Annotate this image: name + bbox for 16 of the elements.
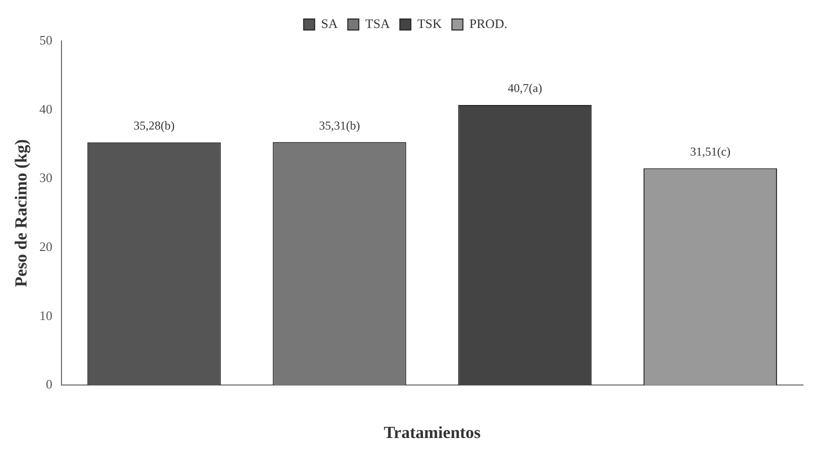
data-label: 31,51(c)	[690, 144, 730, 158]
y-tick-label: 50	[39, 32, 52, 48]
y-axis-title: Peso de Racimo (kg)	[12, 139, 31, 287]
data-label: 35,28(b)	[134, 118, 175, 132]
data-label: 40,7(a)	[508, 81, 542, 96]
data-label: 35,31(b)	[319, 118, 360, 132]
x-axis-title: Tratamientos	[384, 423, 482, 442]
y-tick-label: 10	[39, 308, 52, 323]
legend-label: PROD.	[469, 16, 508, 31]
y-tick-label: 40	[39, 101, 52, 116]
y-tick-label: 30	[39, 170, 52, 186]
y-tick-label: 20	[39, 238, 52, 254]
legend-label: TSK	[417, 16, 443, 31]
legend-label: SA	[321, 16, 338, 31]
legend-label: TSA	[365, 16, 390, 31]
y-tick-label: 0	[46, 376, 52, 392]
